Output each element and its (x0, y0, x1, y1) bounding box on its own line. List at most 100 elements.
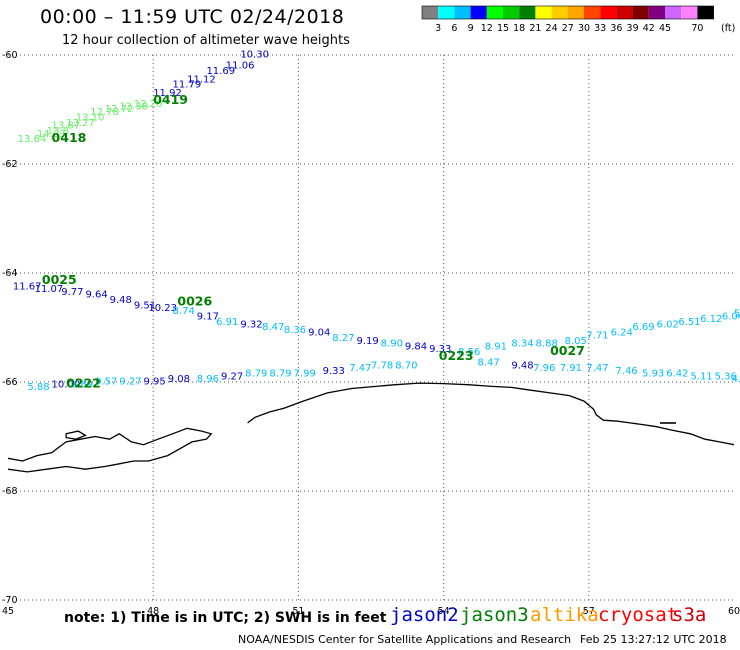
colorbar-swatch (600, 6, 617, 19)
wave-height-value: 12.20 (134, 99, 163, 110)
colorbar: 3 6 9 12 15 18 21 24 27 30 33 36 39 42 45 70 (ft) (421, 5, 735, 34)
wave-height-value: 7.78 (371, 360, 393, 371)
wave-height-value: 12.38 (119, 102, 148, 113)
wave-height-value: 13.64 (18, 134, 47, 145)
wave-height-value: 9.95 (144, 377, 166, 388)
colorbar-label: 39 (627, 23, 639, 34)
wave-height-observations: 13.6414.0313.813.8713.2713.1012.7812.721… (13, 50, 740, 393)
pass-time-label: 0027 (550, 343, 585, 358)
wave-height-value: 8.56 (458, 347, 480, 358)
graticule (8, 54, 734, 601)
colorbar-label: 6 (451, 23, 457, 34)
pass-time-label: 0223 (439, 348, 474, 363)
colorbar-label: 70 (691, 23, 703, 34)
colorbar-frame (421, 5, 714, 20)
wave-height-value: 7.47 (586, 363, 608, 374)
wave-height-value: 10.23 (148, 303, 177, 314)
wave-height-value: 9.89 (71, 379, 93, 390)
page-subtitle: 12 hour collection of altimeter wave hei… (62, 33, 350, 48)
colorbar-swatch (648, 6, 665, 19)
wave-height-value: 7.71 (586, 330, 608, 341)
colorbar-label: 3 (435, 23, 441, 34)
wave-height-value: 8.27 (332, 333, 354, 344)
wave-height-value: 8.36 (284, 325, 306, 336)
colorbar-swatch (551, 6, 568, 19)
wave-height-value: 6.24 (611, 328, 633, 339)
lat-tick-label: -62 (2, 159, 18, 170)
colorbar-label: 18 (513, 23, 525, 34)
wave-height-value: 5.11 (690, 371, 712, 382)
wave-height-value: 11.92 (153, 88, 182, 99)
wave-height-value: 6.12 (700, 314, 722, 325)
wave-height-value: 10.30 (240, 50, 269, 61)
note-text: note: 1) Time is in UTC; 2) SWH is in fe… (64, 610, 387, 626)
wave-height-value: 5.36 (715, 371, 737, 382)
colorbar-swatch (697, 6, 714, 19)
lon-tick-label: 54 (438, 606, 450, 617)
wave-height-value: 9.64 (85, 290, 107, 301)
colorbar-label: 42 (643, 23, 655, 34)
wave-height-value: 9.33 (429, 344, 451, 355)
colorbar-swatch (584, 6, 601, 19)
colorbar-swatch (486, 6, 503, 19)
colorbar-label: 15 (497, 23, 509, 34)
colorbar-swatch (519, 6, 536, 19)
lon-tick-label: 48 (147, 606, 159, 617)
colorbar-label: 36 (610, 23, 622, 34)
coastline (7, 382, 735, 473)
legend-cryosat: cryosat (598, 604, 679, 626)
wave-height-value: 11.12 (187, 74, 216, 85)
colorbar-swatch (567, 6, 584, 19)
colorbar-label: 45 (659, 23, 671, 34)
wave-height-value: 8.47 (262, 322, 284, 333)
wave-height-value: 8.90 (381, 339, 403, 350)
colorbar-swatch (616, 6, 633, 19)
wave-height-value: 10.00 (52, 379, 81, 390)
wave-height-value: 8.88 (536, 339, 558, 350)
wave-height-value: 13.87 (52, 121, 81, 132)
coastline-island (65, 430, 87, 440)
wave-height-value: 13.8 (47, 126, 69, 137)
pass-time-label: 0025 (42, 272, 77, 287)
wave-height-value: 8.79 (245, 369, 267, 380)
lon-tick-label: 57 (583, 606, 595, 617)
wave-height-value: 7.47 (349, 363, 371, 374)
lat-tick-label: -68 (2, 486, 18, 497)
lat-tick-label: -60 (2, 50, 18, 61)
lat-tick-label: -64 (2, 268, 18, 279)
wave-height-value: 9.77 (61, 287, 83, 298)
wave-height-value: 12.72 (105, 104, 134, 115)
wave-height-value: 11.06 (226, 61, 255, 72)
footer-credit: NOAA/NESDIS Center for Satellite Applica… (238, 633, 572, 646)
coastline-main (247, 382, 735, 446)
wave-height-value: 9.04 (308, 328, 330, 339)
colorbar-swatch (632, 6, 649, 19)
wave-height-value: 5.6 (734, 309, 740, 320)
wave-height-value: 6.91 (216, 317, 238, 328)
wave-height-value: 9.08 (168, 374, 190, 385)
colorbar-label: 30 (578, 23, 590, 34)
wave-height-value: 8.05 (565, 336, 587, 347)
colorbar-swatch (470, 6, 487, 19)
wave-height-value: 5.93 (642, 369, 664, 380)
wave-height-value: 6.02 (657, 320, 679, 331)
wave-height-value: 9.19 (356, 336, 378, 347)
wave-height-value: 8.34 (511, 339, 533, 350)
pass-time-labels: 0418 0419 0025 0026 0223 0027 0222 (42, 92, 585, 390)
colorbar-label: 33 (594, 23, 606, 34)
wave-height-value: 11.67 (13, 281, 42, 292)
wave-height-value: 8.79 (269, 369, 291, 380)
pass-time-label: 0418 (52, 130, 87, 145)
wave-height-value: 6.04 (722, 311, 740, 322)
wave-height-value: 14.03 (37, 129, 66, 140)
wave-height-value: 11.07 (35, 284, 64, 295)
footer-timestamp: Feb 25 13:27:12 UTC 2018 (580, 633, 727, 646)
wave-height-value: 6.69 (632, 322, 654, 333)
colorbar-swatch (503, 6, 520, 19)
wave-height-value: 11.69 (206, 66, 235, 77)
wave-height-value: 9.48 (511, 360, 533, 371)
wave-height-value: 7.96 (533, 363, 555, 374)
wave-height-value: 9.84 (405, 341, 427, 352)
colorbar-swatch (422, 6, 439, 19)
